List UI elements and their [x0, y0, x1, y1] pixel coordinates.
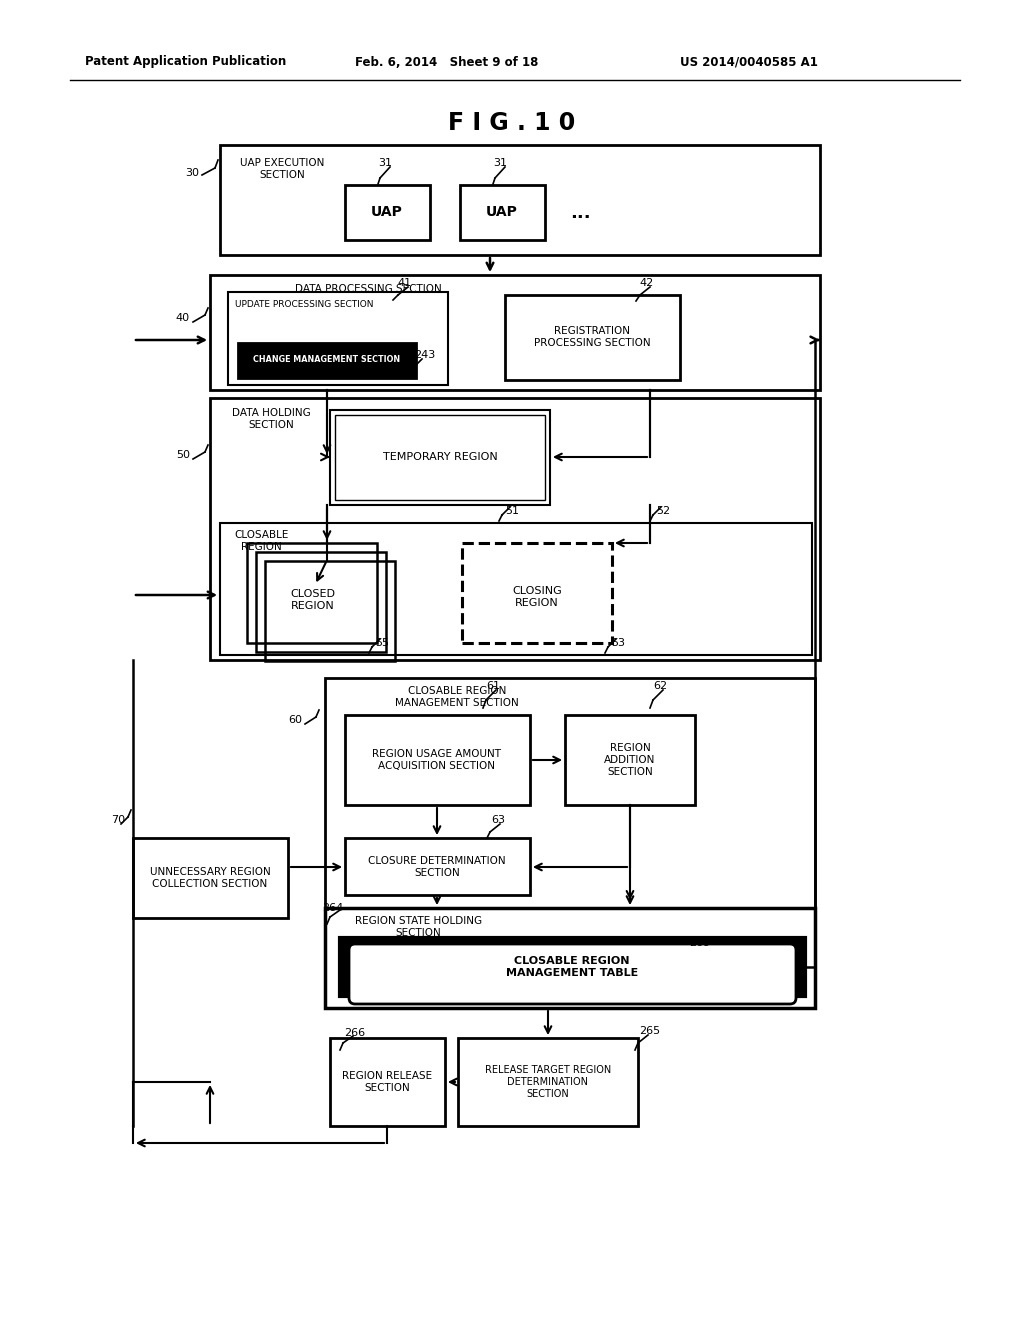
Text: 31: 31 [378, 158, 392, 168]
Text: 61: 61 [486, 681, 500, 690]
Text: TEMPORARY REGION: TEMPORARY REGION [383, 451, 498, 462]
Text: US 2014/0040585 A1: US 2014/0040585 A1 [680, 55, 818, 69]
Bar [256, 552, 386, 652]
Text: CHANGE MANAGEMENT SECTION: CHANGE MANAGEMENT SECTION [253, 355, 400, 364]
Bar [345, 838, 530, 895]
Text: 50: 50 [176, 450, 190, 459]
Text: 243: 243 [415, 350, 435, 360]
Bar [325, 678, 815, 1008]
Text: 60: 60 [288, 715, 302, 725]
Text: 269: 269 [689, 939, 711, 948]
Text: 265: 265 [639, 1026, 660, 1036]
Text: REGION USAGE AMOUNT
ACQUISITION SECTION: REGION USAGE AMOUNT ACQUISITION SECTION [373, 750, 502, 771]
Bar [210, 399, 820, 660]
Text: 63: 63 [490, 814, 505, 825]
Text: 30: 30 [185, 168, 199, 178]
Text: UAP: UAP [486, 205, 518, 219]
Text: 41: 41 [398, 279, 412, 288]
Bar [210, 275, 820, 389]
Text: CLOSABLE REGION
MANAGEMENT SECTION: CLOSABLE REGION MANAGEMENT SECTION [395, 686, 519, 708]
Bar [330, 411, 550, 506]
Text: REGION
ADDITION
SECTION: REGION ADDITION SECTION [604, 743, 655, 776]
Text: Patent Application Publication: Patent Application Publication [85, 55, 287, 69]
Text: CLOSABLE
REGION: CLOSABLE REGION [234, 531, 289, 552]
Bar [247, 543, 377, 643]
Text: 266: 266 [344, 1028, 366, 1038]
Text: REGION RELEASE
SECTION: REGION RELEASE SECTION [342, 1072, 432, 1093]
Bar [325, 908, 815, 1008]
Bar [460, 185, 545, 240]
Bar [265, 561, 395, 661]
Bar [335, 414, 545, 500]
Text: 52: 52 [656, 506, 670, 516]
Text: UAP EXECUTION
SECTION: UAP EXECUTION SECTION [240, 158, 325, 180]
Text: DATA HOLDING
SECTION: DATA HOLDING SECTION [232, 408, 310, 429]
Text: 40: 40 [176, 313, 190, 323]
Bar [565, 715, 695, 805]
Text: RELEASE TARGET REGION
DETERMINATION
SECTION: RELEASE TARGET REGION DETERMINATION SECT… [485, 1065, 611, 1098]
Text: REGISTRATION
PROCESSING SECTION: REGISTRATION PROCESSING SECTION [534, 326, 650, 347]
Bar [238, 343, 416, 378]
Bar [220, 145, 820, 255]
Bar [462, 543, 612, 643]
Bar [505, 294, 680, 380]
Text: UPDATE PROCESSING SECTION: UPDATE PROCESSING SECTION [234, 300, 374, 309]
Bar [345, 715, 530, 805]
FancyBboxPatch shape [349, 944, 796, 1005]
Text: 31: 31 [493, 158, 507, 168]
Text: ...: ... [569, 205, 590, 222]
Bar [330, 1038, 445, 1126]
Bar [220, 523, 812, 655]
Text: 55: 55 [375, 638, 389, 648]
Bar [133, 838, 288, 917]
Text: CLOSED
REGION: CLOSED REGION [291, 589, 336, 611]
Bar [458, 1038, 638, 1126]
Text: 51: 51 [505, 506, 519, 516]
Text: REGION STATE HOLDING
SECTION: REGION STATE HOLDING SECTION [355, 916, 482, 937]
Bar [228, 292, 449, 385]
Bar [340, 939, 805, 997]
Text: 70: 70 [111, 814, 125, 825]
Text: 264: 264 [322, 903, 343, 913]
Text: DATA PROCESSING SECTION: DATA PROCESSING SECTION [295, 284, 441, 294]
Text: UAP: UAP [371, 205, 402, 219]
Text: CLOSING
REGION: CLOSING REGION [512, 586, 562, 607]
Bar [345, 185, 430, 240]
Text: Feb. 6, 2014   Sheet 9 of 18: Feb. 6, 2014 Sheet 9 of 18 [355, 55, 539, 69]
Text: UNNECESSARY REGION
COLLECTION SECTION: UNNECESSARY REGION COLLECTION SECTION [150, 867, 270, 888]
Text: 42: 42 [640, 279, 654, 288]
Text: F I G . 1 0: F I G . 1 0 [449, 111, 575, 135]
Text: 53: 53 [611, 638, 625, 648]
Text: CLOSURE DETERMINATION
SECTION: CLOSURE DETERMINATION SECTION [369, 857, 506, 878]
Text: 62: 62 [653, 681, 667, 690]
Text: CLOSABLE REGION
MANAGEMENT TABLE: CLOSABLE REGION MANAGEMENT TABLE [506, 956, 638, 978]
